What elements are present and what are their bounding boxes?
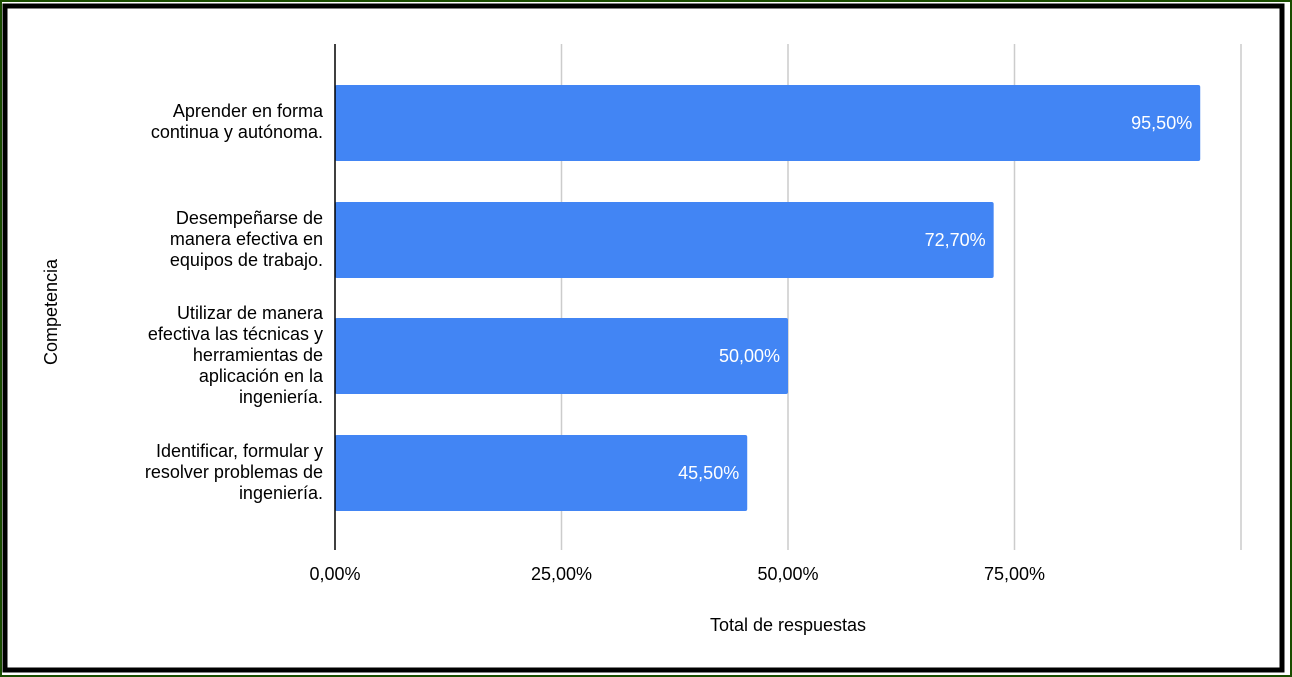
bar <box>335 85 1201 161</box>
category-label-line: resolver problemas de <box>144 461 323 482</box>
category-label-line: manera efectiva en <box>169 228 323 249</box>
x-tick-label: 75,00% <box>984 564 1045 584</box>
category-label-line: efectiva las técnicas y <box>147 323 323 344</box>
category-label-line: ingeniería. <box>238 482 323 503</box>
bars <box>335 85 1201 511</box>
category-label: Identificar, formular y resolver problema… <box>145 441 323 504</box>
x-axis-title: Total de respuestas <box>710 615 866 635</box>
category-label: Aprender en forma continua y autónoma. <box>151 101 323 143</box>
bar <box>335 318 788 394</box>
category-label-line: continua y autónoma. <box>150 122 323 142</box>
y-axis-title: Competencia <box>41 258 61 365</box>
data-labels: 95,50% 72,70% 50,00% 45,50% <box>678 113 1192 483</box>
x-tick-label: 50,00% <box>757 564 818 584</box>
x-tick-labels: 0,00% 25,00% 50,00% 75,00% <box>309 564 1045 584</box>
category-label-line: Desempeñarse de <box>175 207 323 228</box>
bar <box>335 435 748 511</box>
category-label-line: equipos de trabajo. <box>169 249 323 270</box>
category-label-line: Identificar, formular y <box>155 440 323 461</box>
frame-inner-border <box>2 3 1285 673</box>
category-label-line: ingeniería. <box>238 386 323 407</box>
category-label-line: Aprender en forma <box>172 101 323 121</box>
category-label-line: aplicación en la <box>198 365 323 386</box>
category-label-line: herramientas de <box>192 344 323 365</box>
bar-value-label: 45,50% <box>678 463 739 483</box>
category-label: Desempeñarse de manera efectiva en equipos… <box>170 208 323 271</box>
bar-value-label: 95,50% <box>1131 113 1192 133</box>
bar-value-label: 72,70% <box>925 230 986 250</box>
bar <box>335 202 994 278</box>
bar-value-label: 50,00% <box>719 346 780 366</box>
category-label-line: Utilizar de manera <box>176 302 323 323</box>
category-label: Utilizar de manera efectiva las técnicas … <box>148 303 323 408</box>
x-tick-label: 0,00% <box>309 564 360 584</box>
x-tick-label: 25,00% <box>531 564 592 584</box>
